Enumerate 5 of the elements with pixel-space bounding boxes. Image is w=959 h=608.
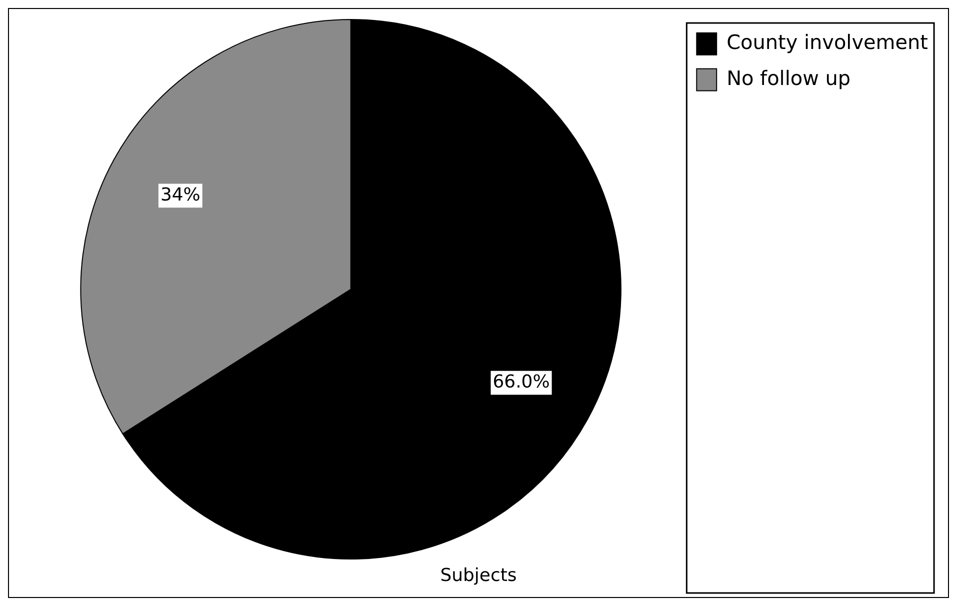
legend-label: No follow up	[726, 66, 851, 90]
legend-label: County involvement	[726, 30, 928, 54]
data-label: 66.0%	[492, 371, 550, 392]
text: Subjects	[440, 564, 517, 586]
data-label: 34%	[160, 184, 200, 206]
